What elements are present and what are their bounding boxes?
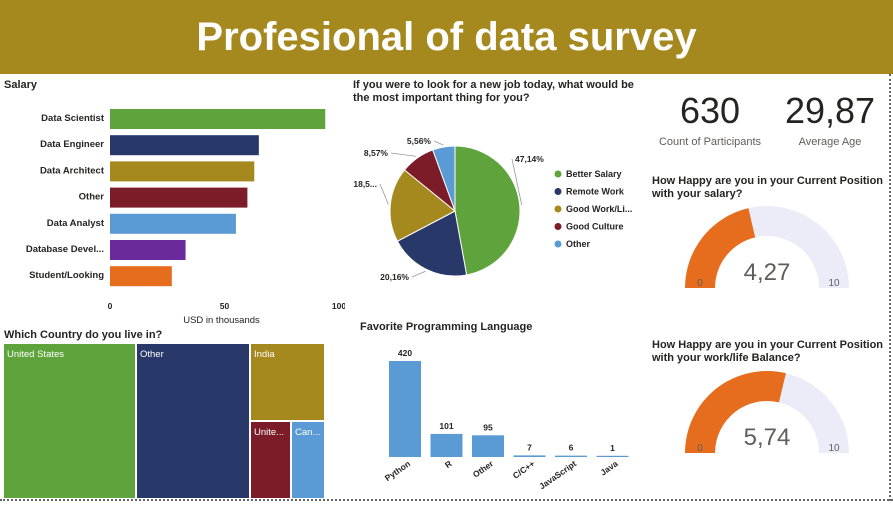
salary-tick-label: 100 [332, 301, 345, 311]
salary-chart-title: Salary [4, 79, 38, 91]
pie-leader-line [511, 158, 523, 206]
salary-bar [110, 187, 248, 208]
pie-slice-label: 8,57% [364, 148, 389, 158]
lang-category-label: JavaScript [537, 458, 578, 490]
legend-label: Other [566, 239, 591, 249]
lang-bar [513, 455, 546, 457]
salary-bar [110, 240, 186, 260]
gauge-min-label: 0 [697, 443, 703, 454]
salary-bar [110, 266, 172, 287]
pie-slice [396, 210, 468, 277]
balance-happiness-title: How Happy are you in your Current Positi… [652, 339, 884, 364]
page-title: Profesional of data survey [196, 15, 697, 59]
treemap-tile [251, 344, 324, 420]
pie-leader-line [390, 152, 417, 157]
legend-dot [554, 188, 562, 195]
legend-label: Good Work/Li... [566, 204, 632, 214]
treemap-label: United States [7, 349, 64, 360]
salary-category-label: Data Analyst [47, 218, 105, 229]
lang-value-label: 101 [439, 421, 453, 431]
pie-slice [389, 169, 456, 242]
legend-dot [554, 240, 562, 248]
participants-count: 630 [679, 90, 741, 131]
job-pie-chart: 47,14% 20,16% 18,5... 8,57% 5,56% Better Sala… [353, 136, 632, 282]
salary-tick-label: 0 [108, 301, 113, 311]
legend-dot [554, 223, 562, 230]
treemap-label: Unite... [254, 427, 284, 438]
average-age: 29,87 [784, 90, 876, 131]
balance-happiness-gauge: 5,74 0 10 [685, 371, 849, 454]
lang-value-label: 7 [527, 442, 532, 452]
lang-category-label: C/C++ [511, 458, 537, 480]
header-banner: Profesional of data survey [0, 0, 893, 74]
gauge-min-label: 0 [697, 278, 703, 289]
salary-bar [110, 161, 255, 182]
job-chart-title: If you were to look for a new job today,… [353, 79, 634, 104]
participants-label: Count of Participants [658, 136, 762, 148]
right-border [889, 74, 891, 501]
gauge-fill [685, 371, 786, 453]
lang-value-label: 95 [483, 422, 493, 432]
pie-leader-line [379, 183, 389, 205]
country-chart-title: Which Country do you live in? [4, 329, 163, 341]
gauge-fill [685, 208, 756, 288]
pie-leader-line [433, 140, 444, 146]
gauge-max-label: 10 [828, 278, 840, 289]
salary-bar [110, 109, 326, 129]
treemap-label: Other [140, 349, 164, 360]
country-treemap: United States Other India Unite... Can... [4, 344, 324, 498]
pie-slice [432, 145, 456, 212]
treemap-label: India [254, 349, 275, 360]
pie-slice-label: 47,14% [515, 154, 544, 164]
salary-happiness-title: How Happy are you in your Current Positi… [652, 175, 884, 200]
pie-leader-line [411, 270, 426, 278]
average-age-label: Average Age [798, 136, 862, 148]
salary-happiness-gauge: 4,27 0 10 [685, 206, 849, 289]
treemap-tile [4, 344, 135, 498]
salary-category-label: Database Devel... [26, 244, 104, 255]
lang-chart-title: Favorite Programming Language [360, 321, 533, 333]
lang-value-label: 420 [398, 348, 412, 358]
lang-category-label: Other [471, 458, 496, 480]
salary-bar-chart: Data Scientist Data Engineer Data Architec… [26, 109, 345, 326]
lang-bar [389, 361, 421, 457]
legend-dot [554, 170, 562, 178]
lang-bar [472, 435, 504, 457]
gauge-max-label: 10 [828, 443, 840, 454]
treemap-label: Can... [295, 427, 320, 438]
pie-slice-label: 20,16% [380, 272, 409, 282]
legend-label: Good Culture [566, 222, 624, 232]
pie-slice-label: 18,5... [353, 179, 377, 189]
bottom-border [0, 499, 893, 501]
lang-category-label: Java [598, 458, 619, 477]
salary-category-label: Other [79, 192, 105, 203]
legend-label: Remote Work [566, 187, 625, 197]
salary-category-label: Data Scientist [41, 113, 105, 124]
legend-dot [554, 205, 562, 213]
pie-slice [454, 145, 521, 276]
salary-bar [110, 135, 259, 156]
treemap-tile [251, 422, 290, 498]
treemap-tile [292, 422, 324, 498]
pie-slice-label: 5,56% [407, 136, 432, 146]
salary-tick-label: 50 [220, 301, 230, 311]
salary-category-label: Student/Looking [29, 270, 104, 281]
lang-value-label: 1 [610, 443, 615, 453]
gauge-value: 5,74 [744, 424, 791, 451]
lang-bar-chart: 420 Python 101 R 95 Other 7 C/C++ 6 JavaScript 1 Ja… [383, 348, 629, 490]
salary-x-axis-label: USD in thousands [183, 315, 260, 326]
lang-bar [555, 455, 587, 457]
lang-value-label: 6 [569, 443, 574, 453]
salary-category-label: Data Architect [40, 165, 105, 176]
lang-category-label: Python [383, 458, 412, 483]
lang-bar [596, 455, 629, 457]
lang-bar [430, 433, 463, 457]
salary-bar [110, 213, 236, 234]
gauge-value: 4,27 [744, 259, 791, 286]
treemap-tile [137, 344, 249, 498]
lang-category-label: R [443, 458, 454, 470]
salary-category-label: Data Engineer [40, 139, 104, 150]
legend-label: Better Salary [566, 169, 622, 179]
